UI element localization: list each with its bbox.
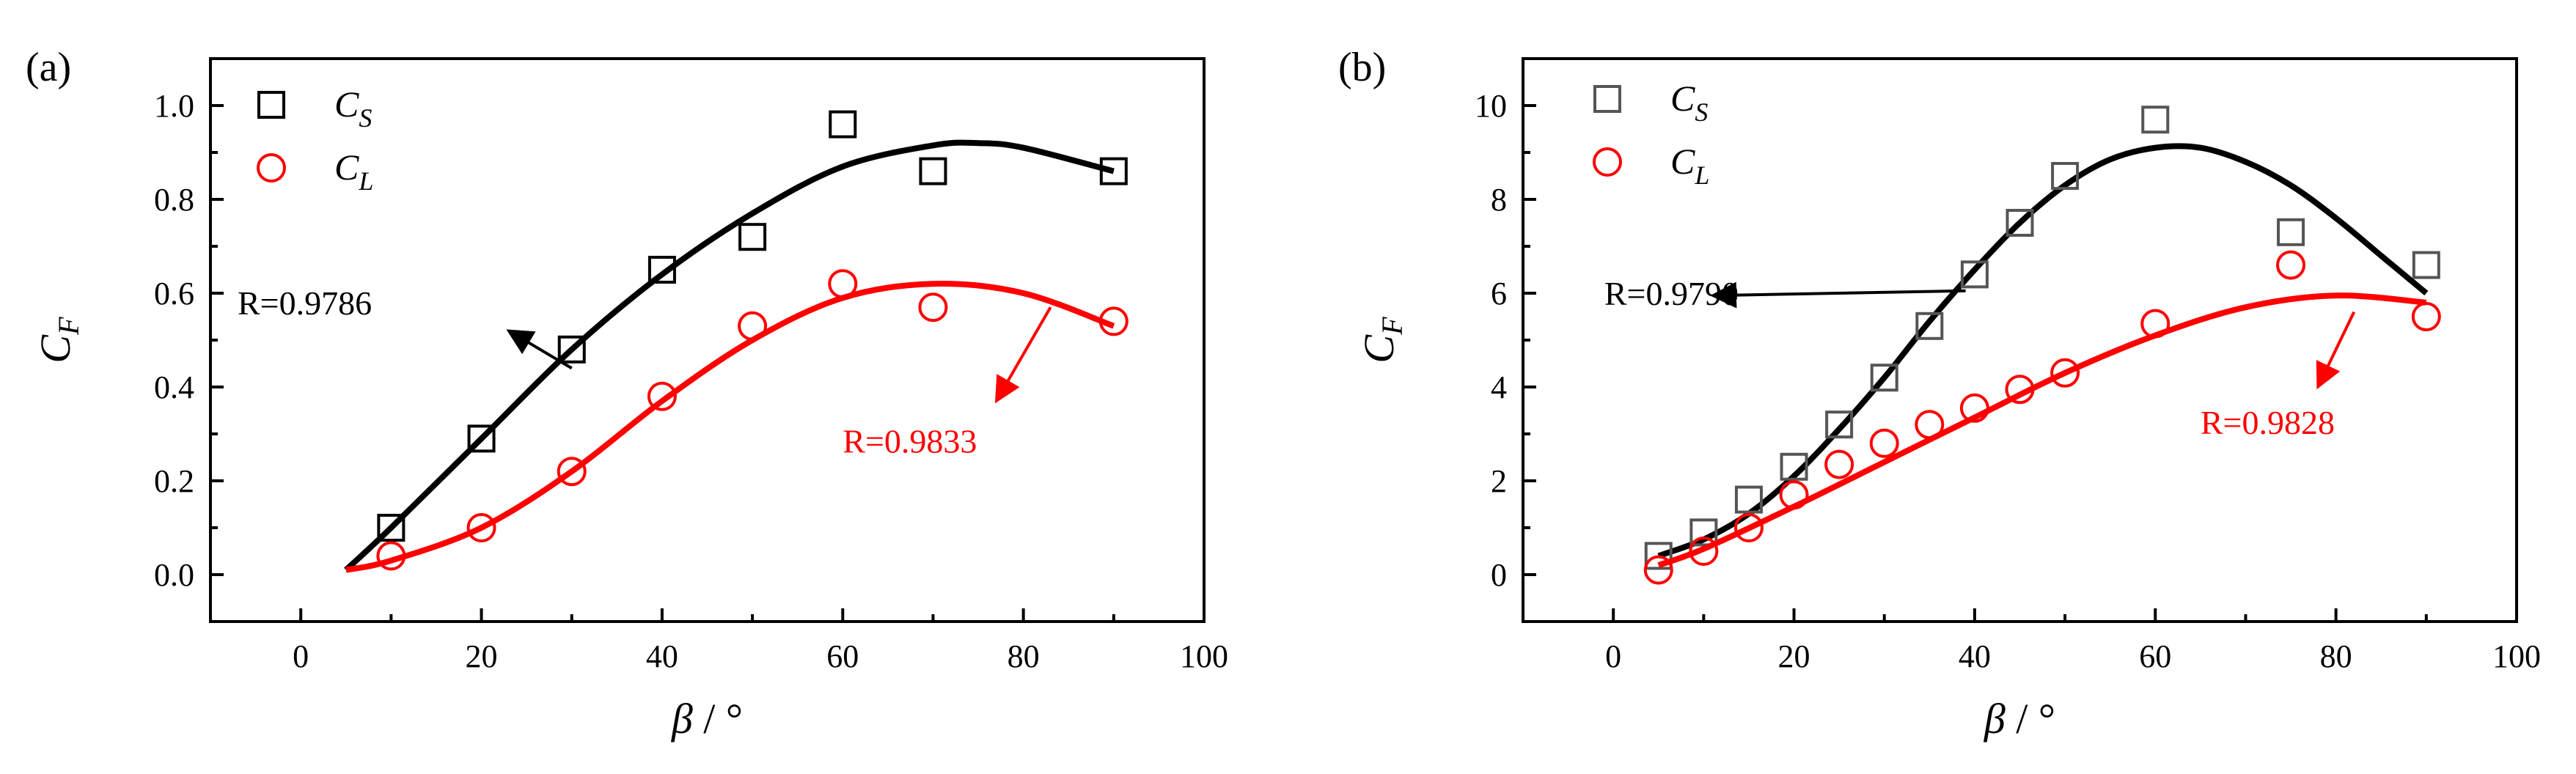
data-point-c-l — [1689, 537, 1719, 566]
legend-label: CS — [334, 84, 372, 133]
x-axis-label: β / ° — [1984, 695, 2055, 742]
data-point-c-s — [2141, 106, 2170, 134]
y-tick-label: 0.0 — [154, 557, 194, 593]
fit-curve-c-s — [344, 139, 1115, 572]
legend-marker-circle — [1593, 147, 1622, 177]
legend-label: CL — [334, 147, 373, 196]
data-point-c-s — [1734, 485, 1763, 514]
x-tick-label: 60 — [826, 638, 859, 674]
data-point-c-s — [377, 514, 406, 542]
data-point-c-s — [1099, 157, 1128, 185]
x-tick-label: 20 — [466, 638, 498, 674]
legend-marker-circle — [257, 153, 286, 183]
data-point-c-s — [1644, 542, 1673, 570]
legend-label: CL — [1670, 141, 1709, 190]
r-value-annotation: R=0.9828 — [2201, 404, 2335, 441]
data-point-c-l — [828, 269, 858, 299]
x-tick-label: 0 — [1605, 638, 1621, 674]
data-point-c-s — [1780, 452, 1808, 481]
y-tick-label: 2 — [1491, 463, 1507, 499]
data-point-c-l — [2050, 358, 2080, 388]
data-point-c-l — [918, 292, 948, 322]
panel-label: (a) — [26, 45, 71, 90]
y-tick-label: 4 — [1491, 369, 1507, 405]
data-point-c-l — [2276, 250, 2306, 280]
data-point-c-l — [1643, 555, 1673, 585]
data-point-c-s — [647, 256, 676, 284]
chart-panel-a: (a) 0 20 40 60 80 100 0.0 0.2 0.4 0.6 0.8 1.0 β / ° CF… — [26, 45, 1228, 742]
data-point-c-s — [738, 223, 767, 251]
annotation-arrow — [506, 329, 573, 370]
data-point-c-s — [1689, 518, 1718, 547]
data-point-c-l — [466, 513, 496, 542]
y-tick-label: 8 — [1491, 182, 1507, 218]
x-tick-label: 20 — [1778, 638, 1810, 674]
x-tick-label: 100 — [1180, 638, 1228, 674]
y-tick-label: 10 — [1475, 88, 1507, 124]
fit-curve-c-s — [1657, 143, 2429, 559]
fit-curve-c-l — [345, 281, 1115, 573]
data-point-c-l — [2140, 309, 2170, 339]
x-axis-label: β / ° — [671, 695, 743, 742]
data-point-c-l — [1869, 428, 1899, 458]
data-point-c-l — [1824, 449, 1854, 479]
data-point-c-l — [1733, 513, 1764, 542]
legend-label: CS — [1670, 78, 1708, 127]
y-tick-label: 0.4 — [154, 369, 194, 405]
data-point-c-s — [1825, 410, 1854, 439]
panel-label: (b) — [1338, 45, 1386, 90]
data-point-c-l — [1779, 480, 1809, 510]
y-axis-label: CF — [32, 317, 85, 364]
data-point-c-s — [829, 110, 857, 139]
x-tick-label: 40 — [1959, 638, 1991, 674]
y-tick-label: 0 — [1491, 557, 1507, 593]
data-point-c-s — [2051, 162, 2080, 190]
data-point-c-s — [1870, 364, 1898, 392]
r-value-annotation: R=0.9790 — [1604, 275, 1739, 312]
y-tick-label: 0.2 — [154, 463, 194, 499]
data-point-c-l — [376, 541, 406, 571]
data-point-c-s — [2277, 218, 2305, 246]
r-value-annotation: R=0.9833 — [843, 423, 977, 460]
x-tick-label: 40 — [646, 638, 678, 674]
y-tick-label: 0.6 — [154, 276, 194, 312]
annotation-arrow — [994, 306, 1052, 404]
x-tick-label: 80 — [2320, 638, 2352, 674]
legend-marker-square — [1593, 85, 1621, 113]
plot-frame — [209, 57, 1206, 623]
data-point-c-s — [2412, 251, 2440, 279]
y-axis-label: CF — [1355, 317, 1409, 364]
chart-panel-b: (b) 0 20 40 60 80 100 0 2 4 6 8 10 β / ° CF CS CL R=0.979… — [1338, 45, 2541, 742]
data-point-c-s — [557, 335, 586, 364]
x-tick-label: 100 — [2492, 638, 2541, 674]
x-tick-label: 60 — [2139, 638, 2171, 674]
y-tick-label: 6 — [1491, 276, 1507, 312]
legend-marker-square — [257, 91, 285, 119]
annotation-arrow — [2316, 311, 2356, 390]
x-tick-label: 80 — [1008, 638, 1040, 674]
data-point-c-l — [2005, 375, 2035, 405]
annotation-arrow — [1710, 281, 1966, 309]
data-point-c-s — [919, 157, 947, 185]
data-point-c-s — [1960, 260, 1989, 289]
data-point-c-l — [647, 381, 677, 411]
data-point-c-l — [557, 457, 587, 487]
fit-curve-c-l — [1657, 292, 2427, 568]
data-point-c-l — [1959, 393, 1989, 423]
data-point-c-l — [1098, 306, 1129, 336]
y-tick-label: 1.0 — [154, 88, 194, 124]
data-point-c-l — [738, 311, 768, 341]
y-tick-label: 0.8 — [154, 182, 194, 218]
r-value-annotation: R=0.9786 — [238, 284, 372, 322]
data-point-c-l — [2411, 302, 2441, 331]
x-tick-label: 0 — [293, 638, 309, 674]
data-point-c-s — [1915, 312, 1944, 340]
data-point-c-s — [2006, 209, 2034, 237]
data-point-c-s — [467, 424, 496, 453]
data-point-c-l — [1915, 410, 1945, 440]
